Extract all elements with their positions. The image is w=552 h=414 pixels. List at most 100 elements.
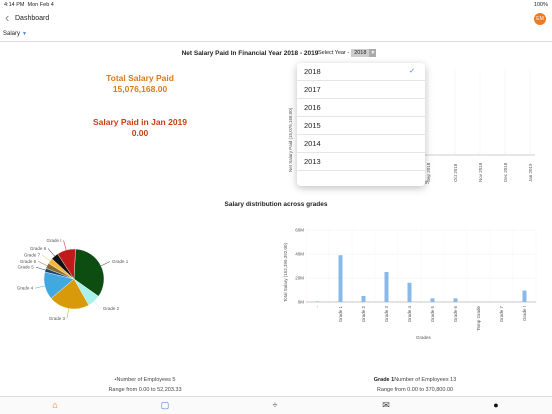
pie-slice[interactable] <box>57 248 76 280</box>
bar-x-tick: Grade 3 <box>384 306 389 323</box>
total-salary-kpi: Total Salary Paid 15,076,168.00 <box>80 73 200 94</box>
x-tick: Jan 2019 <box>528 163 533 182</box>
home-tab-icon[interactable]: ⌂ <box>52 400 58 410</box>
bar-y-tick: 20M <box>295 276 304 281</box>
monthly-salary-kpi: Salary Paid in Jan 2019 0.00 <box>70 117 210 138</box>
bar-x-tick: Grade I <box>522 306 527 321</box>
net-salary-y-axis-label: Net Salary Paid (15,076,168.00) <box>288 107 293 172</box>
x-tick: Dec 2018 <box>503 162 508 182</box>
bar-y-tick: 0M <box>298 300 305 305</box>
bar-x-tick: Grade 1 <box>338 306 343 323</box>
year-option-label: 2016 <box>304 103 321 112</box>
salary-filter-dropdown[interactable]: Salary ▼ <box>3 31 27 37</box>
total-salary-value: 15,076,168.00 <box>112 84 168 94</box>
net-salary-chart-title: Net Salary Paid In Financial Year 2018 -… <box>181 50 319 57</box>
bar-x-tick: - <box>315 306 320 308</box>
pie-leader-line <box>35 285 45 289</box>
pie-slice-label: Grade I <box>47 238 62 243</box>
bar-x-tick: Grade 2 <box>361 306 366 323</box>
pie-detail-employees: •Number of Employees 5 <box>114 377 176 383</box>
bar-mark[interactable] <box>522 290 527 302</box>
year-option[interactable]: 2018 ✓ <box>297 63 425 81</box>
pie-slice-label: Grade 1 <box>112 259 129 264</box>
pie-slice-label: Grade 6 <box>20 259 37 264</box>
bar-y-tick: 60M <box>295 228 304 233</box>
bar-detail: Grade 1Number of Employees 13 Range from… <box>330 377 500 393</box>
pie-slice[interactable] <box>73 248 105 297</box>
user-avatar[interactable]: EM <box>534 13 546 25</box>
pie-leader-line <box>38 261 48 266</box>
pie-detail: •Number of Employees 5 Range from 0.00 t… <box>60 377 230 393</box>
pie-slice-label: Grade 8 <box>30 246 47 251</box>
grades-distribution-title: Salary distribution across grades <box>224 201 328 208</box>
bar-detail-range: Range from 0.00 to 370,800.00 <box>376 387 454 393</box>
year-selector[interactable]: Select Year -2018 ▾ <box>318 49 377 57</box>
bar-x-tick: Grade 7 <box>499 306 504 323</box>
pie-slice-label: Grade 3 <box>49 316 66 321</box>
bar-y-axis-label: Total Salary (152,399,392.00) <box>283 242 288 302</box>
bar-x-tick: Temp Grade <box>476 306 481 331</box>
nav-bar: ‹ Dashboard EM <box>0 10 552 28</box>
back-chevron-icon[interactable]: ‹ <box>5 10 10 25</box>
square-tab-icon[interactable]: ▢ <box>160 400 170 410</box>
x-tick: Nov 2018 <box>478 162 483 182</box>
grade-bar-chart: Total Salary (152,399,392.00) Grades 60M… <box>283 228 537 340</box>
year-option[interactable]: 2014 <box>297 135 425 153</box>
status-bar: 4:14 PM Mon Feb 4 100% <box>0 0 552 10</box>
year-option[interactable]: 2013 <box>297 153 425 171</box>
year-select-value[interactable]: 2018 <box>351 49 370 57</box>
chat-tab-icon[interactable]: ✉ <box>382 400 390 410</box>
pie-leader-line <box>35 266 46 271</box>
bar-x-tick: Grade 6 <box>453 306 458 323</box>
year-option-label: 2018 <box>304 67 321 76</box>
year-option-label: 2014 <box>304 139 321 148</box>
year-option-label: 2015 <box>304 121 321 130</box>
pie-slice-label: Grade 2 <box>103 306 120 311</box>
divide-tab-icon[interactable]: ÷ <box>272 400 278 410</box>
monthly-salary-label: Salary Paid in Jan 2019 <box>92 117 188 127</box>
status-time: 4:14 PM Mon Feb 4 <box>4 2 54 8</box>
pie-leader-line <box>41 254 51 262</box>
profile-tab-icon[interactable]: ● <box>493 400 499 410</box>
status-battery: 100% <box>533 2 548 8</box>
bar-detail-employees: Grade 1Number of Employees 13 <box>373 377 457 383</box>
bar-x-axis-label: Grades <box>416 335 432 340</box>
bar-y-tick: 40M <box>295 252 304 257</box>
net-salary-gridlines <box>427 70 531 155</box>
chevron-down-icon: ▼ <box>22 31 27 37</box>
pie-slice[interactable] <box>50 278 90 310</box>
bar-mark[interactable] <box>453 298 458 302</box>
bar-mark[interactable] <box>361 296 366 302</box>
bar-mark[interactable] <box>338 255 343 302</box>
net-salary-x-label-partial: th <box>425 180 429 185</box>
year-select-label: Select Year - <box>318 50 350 56</box>
bar-mark[interactable] <box>315 301 320 302</box>
pie-leader-line <box>100 261 111 267</box>
year-option-label: 2013 <box>304 157 321 166</box>
year-dropdown: 2018 ✓ 2017 2016 2015 2014 2013 <box>297 63 425 186</box>
filter-bar: Salary ▼ <box>0 28 552 42</box>
pie-slice-label: Grade 5 <box>18 265 35 270</box>
pie-leader-line <box>93 301 102 309</box>
bar-x-tick: Grade 5 <box>430 306 435 323</box>
year-option[interactable]: 2016 <box>297 99 425 117</box>
year-select-arrow-icon[interactable]: ▾ <box>369 49 377 57</box>
year-option[interactable]: 2017 <box>297 81 425 99</box>
bar-x-tick: Grade 4 <box>407 306 412 323</box>
year-option-label: 2017 <box>304 85 321 94</box>
total-salary-label: Total Salary Paid <box>106 73 174 83</box>
year-option[interactable]: 2015 <box>297 117 425 135</box>
pie-leader-line <box>66 308 70 319</box>
bar-mark[interactable] <box>407 282 412 302</box>
tab-bar: ⌂ ▢ ÷ ✉ ● <box>0 396 552 414</box>
bar-mark[interactable] <box>384 272 389 302</box>
x-tick: Oct 2018 <box>453 163 458 182</box>
page-title: Dashboard <box>15 15 50 22</box>
pie-slice-label: Grade 7 <box>24 252 41 257</box>
x-tick: Sep 2018 <box>426 162 431 182</box>
pie-leader-line <box>47 248 55 257</box>
net-salary-x-ticks: Sep 2018 Oct 2018 Nov 2018 Dec 2018 Jan … <box>426 162 533 182</box>
bar-mark[interactable] <box>430 298 435 302</box>
pie-detail-range: Range from 0.00 to 52,203.33 <box>108 387 182 393</box>
